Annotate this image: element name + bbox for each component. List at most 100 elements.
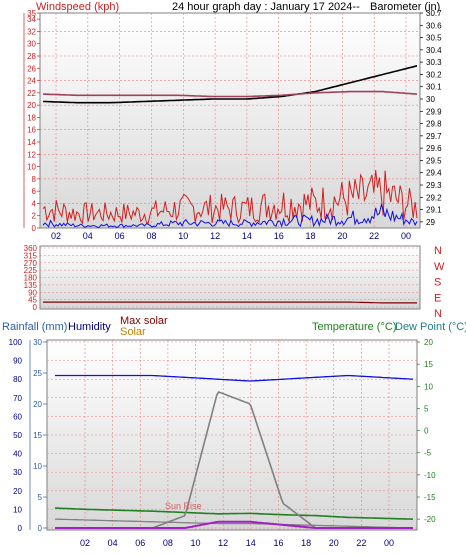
- solar-line: [55, 520, 413, 529]
- hour-tick-label: 20: [337, 231, 347, 241]
- windspeed-tick-label: 20: [27, 101, 36, 110]
- direction-tick-label: 180: [24, 274, 38, 283]
- direction-tick-label: 0: [33, 303, 38, 312]
- humidity-tick-label: 90: [13, 357, 22, 366]
- hour-tick-label: 10: [178, 231, 188, 241]
- compass-label: S: [434, 277, 441, 289]
- barometer-ticks: 30.7 30.6 30.5 30.4 30.3 30.2 30.1 30 29.9 29.8 29…: [420, 9, 442, 227]
- panel-bg: [39, 12, 421, 229]
- humidity-tick-label: 30: [13, 468, 22, 477]
- chart-title: 24 hour graph day : January 17 2024--: [172, 1, 360, 13]
- hour-tick-label: 06: [115, 231, 125, 241]
- temperature-tick-label: 20: [424, 338, 433, 347]
- windspeed-tick-label: 34: [27, 15, 36, 24]
- temperature-tick-label: -10: [424, 471, 436, 480]
- humidity-tick-label: 60: [13, 412, 22, 421]
- windspeed-tick-label: 30: [27, 40, 36, 49]
- barometer-line: [42, 90, 418, 98]
- barometer-tick-label: 29.3: [426, 181, 442, 190]
- windspeed-tick-label: 22: [27, 89, 36, 98]
- wind-baro-series: [42, 65, 418, 229]
- temperature-tick-label: 5: [424, 404, 429, 413]
- humidity-tick-label: 50: [13, 431, 22, 440]
- rainfall-tick-label: 20: [33, 400, 42, 409]
- rainfall-tick-label: 5: [38, 493, 43, 502]
- rainfall-ticks: 30 25 20 15 10 5 0: [29, 338, 47, 533]
- windspeed-tick-label: 0: [32, 224, 37, 233]
- barometer-tick-label: 29: [426, 218, 435, 227]
- compass-label: E: [434, 292, 441, 304]
- wind-line: [42, 170, 418, 225]
- hour-tick-label: 04: [108, 538, 118, 548]
- humidity-temp-series: [54, 374, 414, 529]
- compass-label: W: [434, 261, 445, 273]
- barometer-line: [43, 65, 418, 104]
- windspeed-tick-label: 10: [27, 163, 36, 172]
- hour-tick-label: 22: [369, 231, 379, 241]
- barometer-tick-label: 30.4: [426, 46, 442, 55]
- barometer-tick-label: 30: [426, 95, 435, 104]
- hour-tick-label: 06: [135, 538, 145, 548]
- windspeed-tick-label: 8: [32, 175, 37, 184]
- hour-tick-label: 18: [306, 231, 316, 241]
- barometer-tick-label: 29.9: [426, 107, 442, 116]
- temperature-tick-label: -5: [424, 449, 432, 458]
- temperature-axis-title: Temperature (°C): [312, 321, 396, 333]
- barometer-tick-label: 30.3: [426, 58, 442, 67]
- barometer-tick-label: 30.2: [426, 70, 442, 79]
- direction-line: [43, 301, 417, 304]
- rainfall-axis-title: Rainfall (mm): [2, 321, 67, 333]
- dew-point-axis-title: Dew Point (°C): [395, 321, 466, 333]
- direction-tick-label: 225: [24, 266, 38, 275]
- hour-tick-label: 12: [218, 538, 228, 548]
- rainfall-tick-label: 15: [33, 431, 42, 440]
- windspeed-tick-label: 2: [32, 212, 37, 221]
- humidity-line: [55, 374, 414, 382]
- temperature-ticks: 20 15 10 5 0 -5 -10 -15 -20: [417, 338, 436, 524]
- max-solar-legend: Max solar: [120, 315, 168, 327]
- direction-tick-label: 360: [24, 244, 38, 253]
- humidity-tick-label: 10: [13, 505, 22, 514]
- sun-rise-label: Sun Rise: [165, 501, 202, 511]
- grid: [47, 340, 417, 530]
- barometer-tick-label: 29.1: [426, 206, 442, 215]
- rainfall-tick-label: 10: [33, 462, 42, 471]
- temperature-tick-label: -20: [424, 515, 436, 524]
- humidity-tick-label: 70: [13, 394, 22, 403]
- windspeed-tick-label: 14: [27, 138, 36, 147]
- barometer-tick-label: 30.6: [426, 21, 442, 30]
- hour-ticks: 02 04 06 08 10 12 14 16 18 20 22 00: [80, 538, 394, 548]
- hour-tick-label: 10: [191, 538, 201, 548]
- barometer-tick-label: 29.5: [426, 156, 442, 165]
- windspeed-tick-label: 12: [27, 150, 36, 159]
- barometer-tick-label: 30.1: [426, 83, 442, 92]
- temperature-tick-label: 10: [424, 382, 433, 391]
- rainfall-tick-label: 25: [33, 369, 42, 378]
- rainfall-tick-label: 30: [33, 338, 42, 347]
- temperature-tick-label: -15: [424, 493, 436, 502]
- windspeed-tick-label: 35: [27, 9, 36, 18]
- humidity-tick-label: 100: [9, 338, 23, 347]
- windspeed-tick-label: 26: [27, 64, 36, 73]
- solar-legend: Solar: [120, 326, 146, 338]
- hour-tick-label: 08: [163, 538, 173, 548]
- temperature-line: [55, 507, 413, 520]
- windspeed-tick-label: 6: [32, 187, 37, 196]
- compass-label: N: [434, 245, 442, 257]
- humidity-tick-label: 40: [13, 450, 22, 459]
- direction-series: [43, 301, 417, 304]
- hour-tick-label: 08: [146, 231, 156, 241]
- compass-label: N: [434, 308, 442, 320]
- direction-tick-label: 45: [28, 296, 37, 305]
- windspeed-axis-title: Windspeed (kph): [36, 1, 119, 13]
- temperature-tick-label: 0: [424, 427, 429, 436]
- rainfall-tick-label: 0: [38, 524, 43, 533]
